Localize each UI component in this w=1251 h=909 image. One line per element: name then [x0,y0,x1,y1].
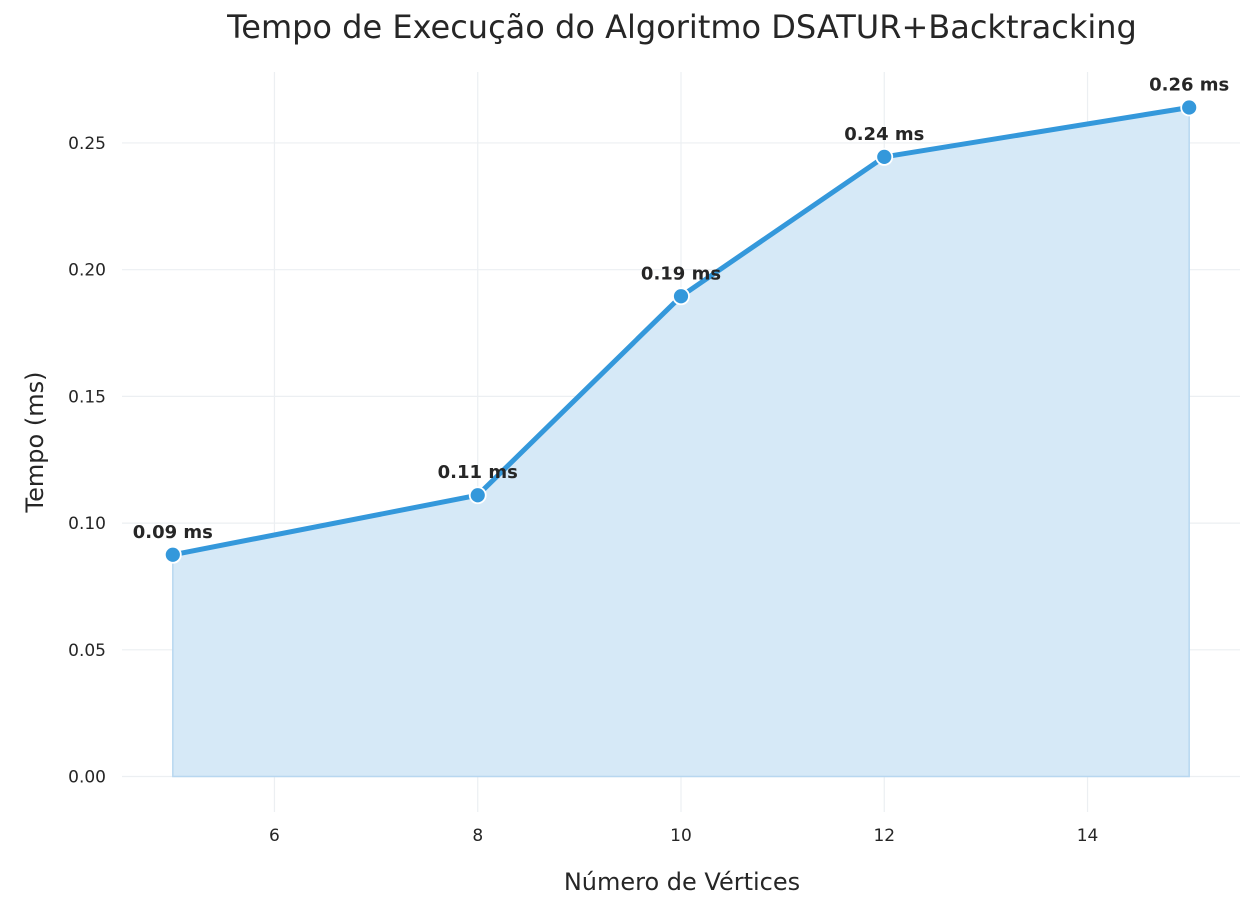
area-edge [172,107,1190,778]
chart-title: Tempo de Execução do Algoritmo DSATUR+Ba… [226,8,1137,46]
y-tick-label: 0.00 [68,768,106,788]
data-point [163,545,182,564]
data-label: 0.26 ms [1149,74,1229,95]
data-markers [163,98,1199,564]
x-tick-label: 8 [472,826,483,846]
y-tick-label: 0.10 [68,514,106,534]
data-point [672,287,690,306]
x-tick-label: 12 [873,826,895,846]
data-point [468,486,487,505]
y-tick-label: 0.25 [68,134,106,154]
data-label: 0.09 ms [133,522,213,543]
data-point [1180,98,1199,117]
y-tick-labels: 0.00 0.05 0.10 0.15 0.20 0.25 [68,134,106,788]
area-fill [172,107,1190,777]
x-tick-label: 14 [1077,826,1099,846]
x-tick-label: 10 [670,826,692,846]
data-labels: 0.09 ms 0.11 ms 0.19 ms 0.24 ms 0.26 ms [133,74,1230,542]
y-axis-label: Tempo (ms) [21,372,49,514]
data-point [875,147,894,166]
data-label: 0.19 ms [641,263,721,284]
x-tick-label: 6 [269,826,280,846]
x-axis-label: Número de Vértices [564,868,800,896]
data-label: 0.24 ms [844,124,924,145]
y-tick-label: 0.05 [68,641,106,661]
x-tick-labels: 6 8 10 12 14 [269,826,1098,846]
y-tick-label: 0.20 [68,261,106,281]
y-tick-label: 0.15 [68,387,106,407]
data-label: 0.11 ms [438,462,518,483]
